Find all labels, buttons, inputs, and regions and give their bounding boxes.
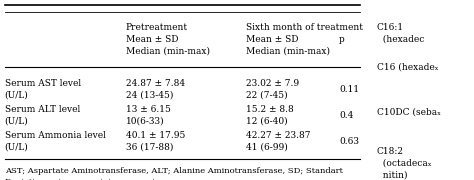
Text: p: p (339, 35, 345, 44)
Text: C16:1
  (hexadec: C16:1 (hexadec (377, 22, 424, 43)
Text: 0.63: 0.63 (339, 137, 359, 146)
Text: 40.1 ± 17.95
36 (17-88): 40.1 ± 17.95 36 (17-88) (126, 131, 185, 152)
Text: Sixth month of treatment
Mean ± SD
Median (min-max): Sixth month of treatment Mean ± SD Media… (246, 23, 364, 56)
Text: AST; Aspartate Aminotransferase, ALT; Alanine Aminotransferase, SD; Standart
Dev: AST; Aspartate Aminotransferase, ALT; Al… (5, 167, 343, 180)
Text: 0.11: 0.11 (339, 85, 359, 94)
Text: 13 ± 6.15
10(6-33): 13 ± 6.15 10(6-33) (126, 105, 171, 126)
Text: 42.27 ± 23.87
41 (6-99): 42.27 ± 23.87 41 (6-99) (246, 131, 311, 152)
Text: Serum Ammonia level
(U/L): Serum Ammonia level (U/L) (5, 131, 106, 152)
Text: 23.02 ± 7.9
22 (7-45): 23.02 ± 7.9 22 (7-45) (246, 79, 300, 100)
Text: Serum ALT level
(U/L): Serum ALT level (U/L) (5, 105, 80, 126)
Text: 0.4: 0.4 (339, 111, 353, 120)
Text: Pretreatment
Mean ± SD
Median (min-max): Pretreatment Mean ± SD Median (min-max) (126, 23, 210, 56)
Text: C18:2
  (octadecaₓ
  nitin): C18:2 (octadecaₓ nitin) (377, 147, 431, 179)
Text: Serum AST level
(U/L): Serum AST level (U/L) (5, 79, 81, 100)
Text: 24.87 ± 7.84
24 (13-45): 24.87 ± 7.84 24 (13-45) (126, 79, 185, 100)
Text: C10DC (sebaₓ: C10DC (sebaₓ (377, 108, 441, 117)
Text: 15.2 ± 8.8
12 (6-40): 15.2 ± 8.8 12 (6-40) (246, 105, 294, 126)
Text: C16 (hexadeₓ: C16 (hexadeₓ (377, 62, 438, 71)
